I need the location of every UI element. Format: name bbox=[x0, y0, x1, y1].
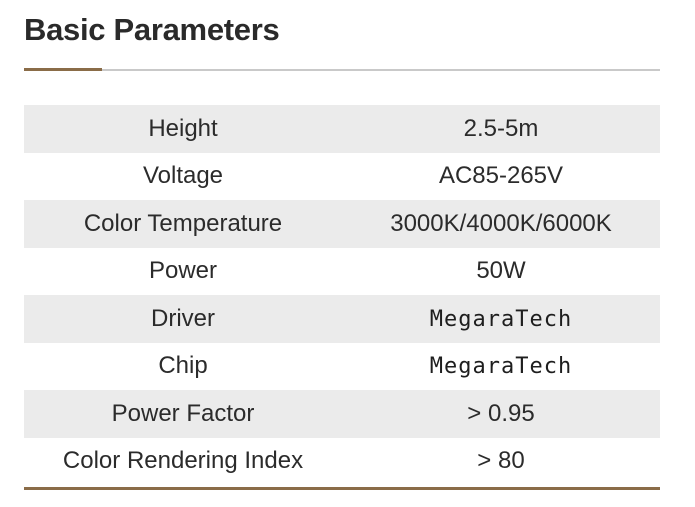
param-label: Color Rendering Index bbox=[62, 447, 304, 475]
param-value: > 80 bbox=[477, 447, 525, 475]
param-value: 3000K/4000K/6000K bbox=[342, 200, 660, 248]
table-row: Chip MegaraTech bbox=[24, 343, 660, 391]
param-value: MegaraTech bbox=[429, 354, 573, 380]
param-value: 50W bbox=[476, 257, 526, 285]
title-divider bbox=[24, 68, 660, 71]
param-value: MegaraTech bbox=[342, 295, 660, 343]
table-row: Power Factor > 0.95 bbox=[24, 390, 660, 438]
bottom-divider bbox=[24, 487, 660, 490]
parameters-table: Height 2.5-5m Voltage AC85-265V Color Te… bbox=[24, 105, 660, 485]
param-label: Driver bbox=[24, 295, 342, 343]
param-value: AC85-265V bbox=[438, 162, 564, 190]
table-row: Color Temperature 3000K/4000K/6000K bbox=[24, 200, 660, 248]
table-row: Voltage AC85-265V bbox=[24, 153, 660, 201]
param-value: 2.5-5m bbox=[342, 105, 660, 153]
param-label: Color Temperature bbox=[24, 200, 342, 248]
table-row: Power 50W bbox=[24, 248, 660, 296]
title-accent-bar bbox=[24, 68, 102, 71]
param-label: Power bbox=[148, 257, 218, 285]
param-value: > 0.95 bbox=[342, 390, 660, 438]
param-label: Power Factor bbox=[24, 390, 342, 438]
page-title: Basic Parameters bbox=[24, 12, 280, 47]
param-label: Voltage bbox=[142, 162, 224, 190]
param-label: Chip bbox=[158, 352, 208, 380]
table-row: Height 2.5-5m bbox=[24, 105, 660, 153]
table-row: Color Rendering Index > 80 bbox=[24, 438, 660, 486]
param-label: Height bbox=[24, 105, 342, 153]
table-row: Driver MegaraTech bbox=[24, 295, 660, 343]
